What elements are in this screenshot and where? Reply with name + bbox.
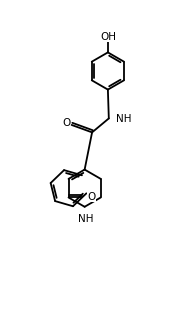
Text: O: O (87, 193, 96, 202)
Text: NH: NH (116, 114, 132, 124)
Text: OH: OH (101, 31, 117, 42)
Text: O: O (62, 118, 70, 128)
Text: NH: NH (78, 214, 93, 224)
